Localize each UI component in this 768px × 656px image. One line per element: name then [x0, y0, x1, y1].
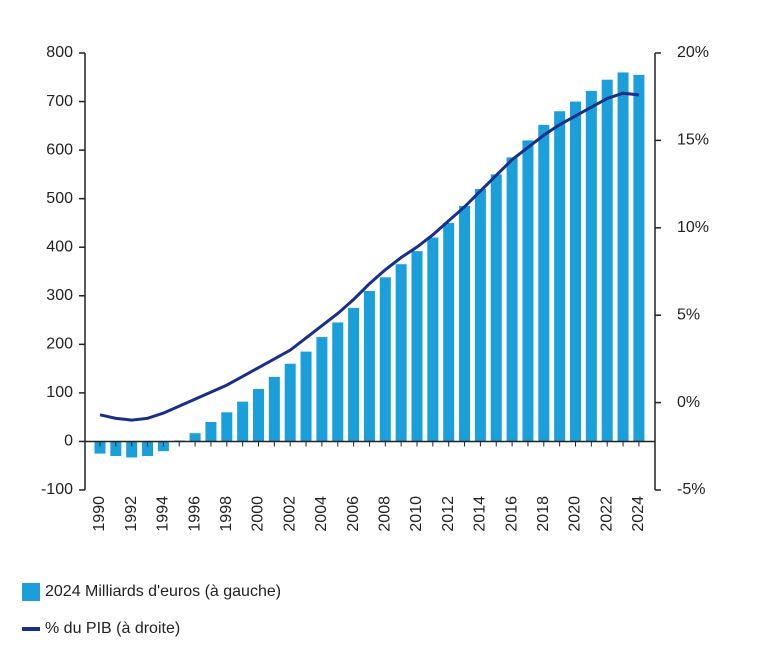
legend-label: 2024 Milliards d'euros (à gauche)	[45, 583, 281, 600]
x-tick-label: 2020	[567, 496, 584, 532]
x-tick-label: 1998	[218, 496, 235, 532]
line	[99, 91, 640, 422]
bar	[94, 441, 106, 454]
y2-tick-label: 20%	[677, 44, 709, 61]
x-tick-label: 2016	[503, 496, 520, 532]
bar	[459, 205, 471, 442]
y-tick-label: 800	[46, 44, 73, 61]
x-tick-label: 2024	[630, 496, 647, 532]
bar	[411, 251, 423, 442]
x-tick-label: 2018	[535, 496, 552, 532]
x-tick-label: 1996	[186, 496, 203, 532]
bar	[205, 422, 217, 442]
x-tick-label: 2000	[250, 496, 267, 532]
bar	[126, 441, 138, 458]
y-tick-label: 400	[46, 238, 73, 255]
y-tick-label: 200	[46, 336, 73, 353]
y-tick-label: -100	[41, 481, 73, 498]
y2-tick-label: 5%	[677, 306, 700, 323]
x-tick-label: 2006	[345, 496, 362, 532]
bar	[443, 222, 455, 442]
y-tick-label: 100	[46, 384, 73, 401]
bar	[506, 157, 518, 442]
bar	[474, 188, 486, 442]
bar	[253, 389, 264, 442]
y-tick-label: 600	[46, 141, 73, 158]
bar	[363, 290, 375, 442]
legend-label: % du PIB (à droite)	[45, 620, 180, 637]
x-tick-label: 1992	[123, 496, 140, 532]
bar	[601, 79, 613, 442]
bar	[522, 140, 534, 442]
x-tick-label: 2002	[281, 496, 298, 532]
bar	[221, 412, 233, 442]
bar	[348, 307, 360, 442]
bar	[189, 433, 201, 442]
x-tick-label: 2010	[408, 496, 425, 532]
y2-tick-label: 15%	[677, 132, 709, 149]
x-tick-label: 2012	[440, 496, 457, 532]
legend-swatch	[22, 583, 40, 601]
y-tick-label: 500	[46, 190, 73, 207]
x-tick-label: 2004	[313, 496, 330, 532]
bar	[490, 174, 502, 442]
x-tick-label: 2022	[598, 496, 615, 532]
bar	[237, 401, 249, 442]
x-tick-label: 1990	[91, 496, 108, 532]
y-tick-label: 0	[64, 433, 73, 450]
x-tick-label: 2014	[472, 496, 489, 532]
bar	[585, 90, 597, 442]
bar	[300, 351, 312, 442]
y-tick-label: 300	[46, 287, 73, 304]
bar	[570, 101, 581, 442]
bar	[379, 277, 391, 442]
bar	[554, 111, 566, 442]
bar	[268, 376, 280, 442]
bar	[142, 441, 154, 457]
legend: 2024 Milliards d'euros (à gauche) % du PI…	[22, 583, 281, 637]
bar	[284, 363, 296, 442]
y2-tick-label: -5%	[677, 481, 705, 498]
x-tick-label: 1994	[155, 496, 172, 532]
bar	[538, 124, 550, 442]
y2-tick-label: 0%	[677, 394, 700, 411]
bar	[617, 72, 629, 442]
x-tick-label: 2008	[377, 496, 394, 532]
y-tick-label: 700	[46, 93, 73, 110]
bar	[633, 74, 645, 442]
y2-tick-label: 10%	[677, 219, 709, 236]
bar	[332, 322, 344, 442]
bar	[316, 337, 328, 442]
bar	[427, 237, 439, 442]
bar	[110, 441, 122, 457]
bar	[395, 264, 407, 442]
